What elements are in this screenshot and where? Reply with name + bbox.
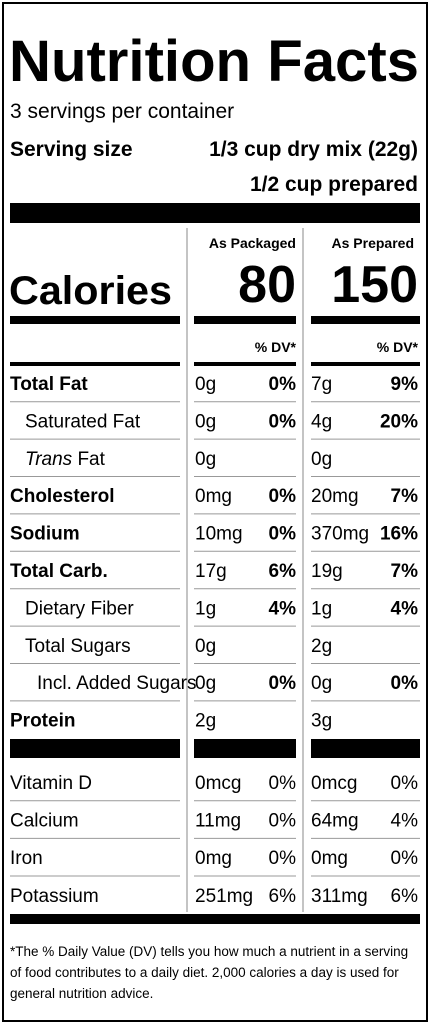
thin-rule xyxy=(194,362,296,366)
nutrient-name: Potassium xyxy=(10,886,99,907)
amount: 4g xyxy=(311,411,332,432)
thin-rule xyxy=(10,362,180,366)
amount: 1g xyxy=(311,598,332,619)
nutrient-name: Trans Fat xyxy=(25,449,106,470)
nutrient-name: Iron xyxy=(10,848,43,869)
nutrient-name: Vitamin D xyxy=(10,773,92,794)
column-header: As Packaged xyxy=(209,235,296,251)
nutrient-name: Total Sugars xyxy=(25,636,131,657)
daily-value: 7% xyxy=(391,486,419,507)
daily-value: 7% xyxy=(391,561,419,582)
daily-value: 0% xyxy=(269,848,297,869)
serving-size-value: 1/3 cup dry mix (22g) xyxy=(209,138,418,161)
amount: 0mg xyxy=(311,848,348,869)
daily-value: 20% xyxy=(380,411,418,432)
title: Nutrition Facts xyxy=(9,29,419,94)
amount: 370mg xyxy=(311,524,369,545)
amount: 0mg xyxy=(195,486,232,507)
nutrient-name: Saturated Fat xyxy=(25,411,141,432)
daily-value: 6% xyxy=(391,886,419,907)
amount: 2g xyxy=(195,711,216,732)
nutrient-name: Protein xyxy=(10,711,75,732)
servings: 3 servings per container xyxy=(10,100,234,123)
amount: 17g xyxy=(195,561,227,582)
daily-value: 0% xyxy=(269,486,297,507)
calories-label: Calories xyxy=(9,269,172,313)
amount: 20mg xyxy=(311,486,359,507)
amount: 0mg xyxy=(195,848,232,869)
amount: 64mg xyxy=(311,811,359,832)
daily-value: 0% xyxy=(391,848,419,869)
nutrient-name-italic: Trans xyxy=(25,449,73,470)
serving-prepared: 1/2 cup prepared xyxy=(250,173,418,196)
amount: 1g xyxy=(195,598,216,619)
amount: 10mg xyxy=(195,524,243,545)
medium-rule xyxy=(10,316,180,324)
nutrient-name-rest: Fat xyxy=(77,449,105,470)
thick-rule xyxy=(311,739,420,758)
amount: 0g xyxy=(195,374,216,395)
serving-size-label: Serving size xyxy=(10,138,133,161)
dv-header: % DV* xyxy=(377,339,419,355)
daily-value: 6% xyxy=(269,886,297,907)
daily-value: 4% xyxy=(269,598,297,619)
nutrient-name: Dietary Fiber xyxy=(25,598,134,619)
daily-value: 4% xyxy=(391,598,419,619)
daily-value: 6% xyxy=(269,561,297,582)
daily-value: 0% xyxy=(269,673,297,694)
column-header: As Prepared xyxy=(332,235,414,251)
daily-value: 0% xyxy=(391,673,419,694)
amount: 0g xyxy=(195,411,216,432)
daily-value: 16% xyxy=(380,524,418,545)
daily-value: 0% xyxy=(269,811,297,832)
amount: 0mcg xyxy=(311,773,357,794)
nutrient-name: Total Carb. xyxy=(10,561,108,582)
amount: 7g xyxy=(311,374,332,395)
daily-value: 0% xyxy=(391,773,419,794)
thin-rule xyxy=(311,362,420,366)
footnote: of food contributes to a daily diet. 2,0… xyxy=(10,965,399,980)
daily-value: 0% xyxy=(269,374,297,395)
daily-value: 4% xyxy=(391,811,419,832)
nutrient-name: Total Fat xyxy=(10,374,88,395)
footnote: general nutrition advice. xyxy=(10,986,153,1001)
nutrient-name: Incl. Added Sugars xyxy=(37,673,197,694)
amount: 251mg xyxy=(195,886,253,907)
footnote: *The % Daily Value (DV) tells you how mu… xyxy=(10,944,408,959)
nutrient-name: Cholesterol xyxy=(10,486,115,507)
daily-value: 0% xyxy=(269,524,297,545)
nutrient-name: Sodium xyxy=(10,524,80,545)
amount: 19g xyxy=(311,561,343,582)
calories-value: 80 xyxy=(238,256,296,314)
calories-value: 150 xyxy=(331,256,418,314)
daily-value: 9% xyxy=(391,374,419,395)
thick-rule xyxy=(10,914,420,924)
amount: 311mg xyxy=(311,886,368,907)
thick-rule xyxy=(194,739,296,758)
daily-value: 0% xyxy=(269,411,297,432)
medium-rule xyxy=(194,316,296,324)
amount: 0g xyxy=(195,673,216,694)
medium-rule xyxy=(311,316,420,324)
nutrient-name: Calcium xyxy=(10,811,79,832)
thick-rule xyxy=(10,203,420,223)
thick-rule xyxy=(10,739,180,758)
amount: 0g xyxy=(195,449,216,470)
amount: 3g xyxy=(311,711,332,732)
amount: 0mcg xyxy=(195,773,241,794)
daily-value: 0% xyxy=(269,773,297,794)
amount: 0g xyxy=(311,449,332,470)
amount: 0g xyxy=(311,673,332,694)
amount: 2g xyxy=(311,636,332,657)
amount: 11mg xyxy=(195,811,241,832)
dv-header: % DV* xyxy=(255,339,297,355)
amount: 0g xyxy=(195,636,216,657)
